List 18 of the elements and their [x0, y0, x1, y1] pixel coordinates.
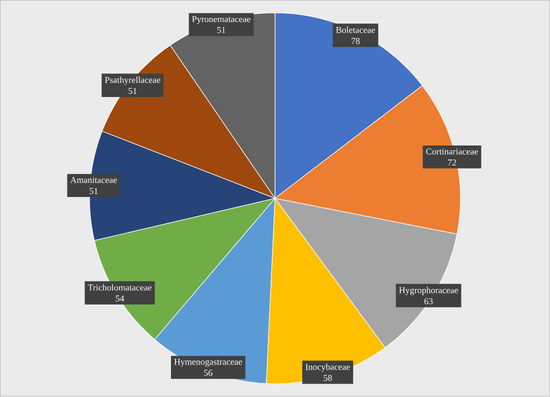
data-label: 51 [90, 188, 98, 194]
slice-label: Psathyrellaceae [104, 76, 160, 86]
slice-label: Cortinariaceae [426, 148, 478, 155]
slice-label: Amanitaceae [70, 177, 117, 184]
slice-label: Tricholomataceae [88, 284, 152, 291]
data-label: 51 [217, 27, 226, 34]
data-label: 58 [324, 375, 332, 382]
data-label: 56 [204, 370, 212, 376]
data-label: 78 [352, 38, 360, 44]
data-label: 54 [116, 296, 124, 302]
slice-label: Boletaceae [336, 26, 375, 34]
slice-label: Hygrophoraceae [399, 287, 458, 296]
data-label: 63 [424, 298, 433, 304]
slice-label: Inocybaceae [306, 364, 350, 372]
slice-label: Pyronemataceae [192, 16, 250, 24]
data-label: 51 [128, 88, 137, 94]
slice-label: Hymenogastraceae [174, 359, 242, 367]
data-label: 72 [448, 160, 456, 166]
